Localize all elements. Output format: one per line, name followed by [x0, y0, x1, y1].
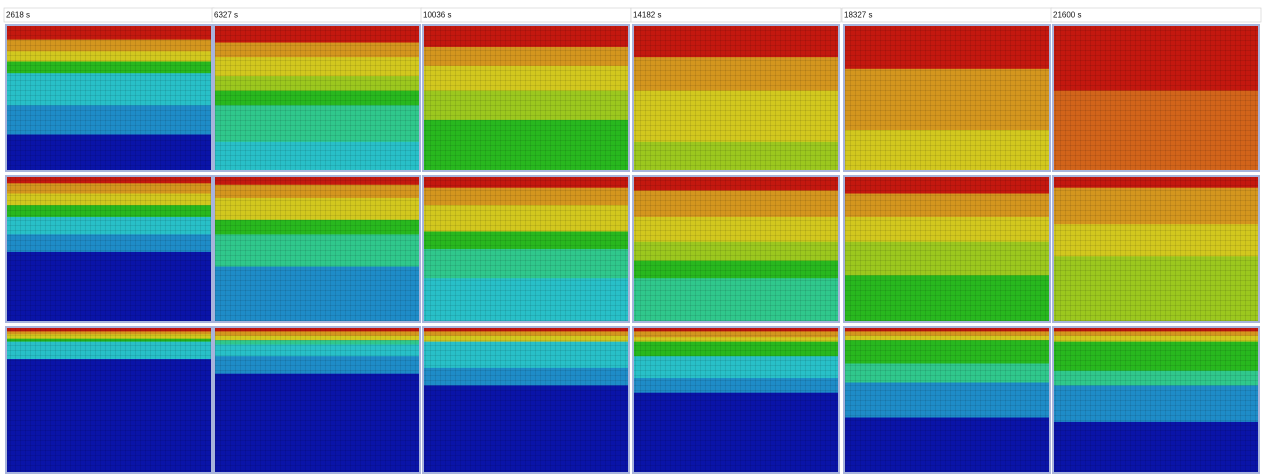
mesh [214, 25, 420, 171]
mesh [423, 25, 629, 171]
column-label: 6327 s [214, 11, 238, 20]
column-label: 18327 s [844, 11, 872, 20]
mesh [844, 176, 1050, 322]
mesh [214, 176, 420, 322]
mesh [1053, 25, 1259, 171]
mesh [214, 327, 420, 473]
mesh [6, 25, 212, 171]
header-cell [842, 8, 1052, 22]
mesh [844, 327, 1050, 473]
column-label: 2618 s [6, 11, 30, 20]
page: 2618 s 6327 s 10036 s 14182 s 18327 s 21600 s… [0, 0, 1262, 475]
column-label: 10036 s [423, 11, 451, 20]
header-cell [631, 8, 841, 22]
mesh [423, 176, 629, 322]
header-cell [421, 8, 631, 22]
mesh [633, 327, 839, 473]
mesh [1053, 176, 1259, 322]
figure: 2618 s 6327 s 10036 s 14182 s 18327 s 21600 s [0, 0, 1262, 475]
header-cell [212, 8, 422, 22]
header-cell [4, 8, 214, 22]
mesh [633, 25, 839, 171]
mesh [844, 25, 1050, 171]
mesh [6, 176, 212, 322]
mesh [423, 327, 629, 473]
header-cell [1051, 8, 1261, 22]
column-label: 14182 s [633, 11, 661, 20]
column-label: 21600 s [1053, 11, 1081, 20]
mesh [1053, 327, 1259, 473]
mesh [633, 176, 839, 322]
mesh [6, 327, 212, 473]
